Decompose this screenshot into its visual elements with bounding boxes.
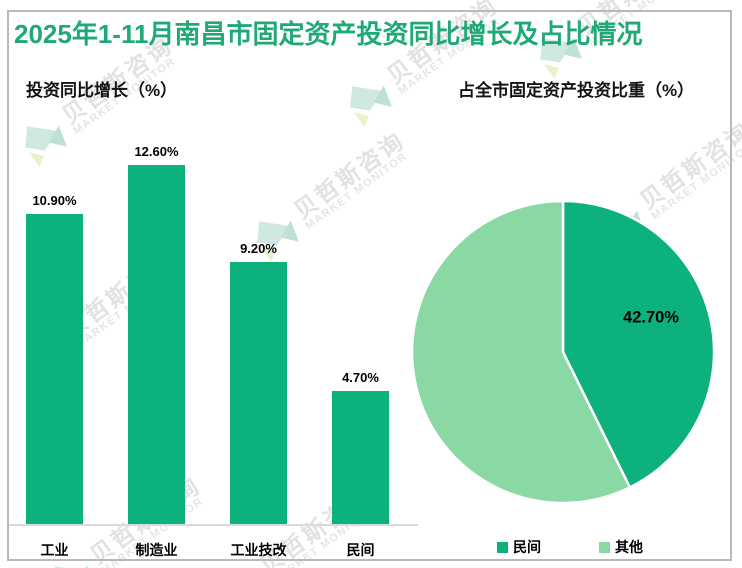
legend-swatch	[599, 541, 610, 553]
watermark-cn-text: 贝哲斯咨询	[289, 126, 410, 225]
market-monitor-logo-icon	[257, 220, 299, 262]
pie-data-label: 42.70%	[623, 308, 679, 326]
pie-slice-1	[561, 199, 716, 489]
bar-value-label: 12.60%	[134, 144, 179, 159]
legend-swatch	[497, 541, 508, 553]
legend-item: 其他	[599, 537, 643, 557]
bar-chart-title: 投资同比增长（%）	[26, 81, 178, 100]
bar-value-label: 4.70%	[342, 370, 379, 385]
market-monitor-logo-icon	[540, 37, 582, 79]
x-axis-category-label: 制造业	[135, 542, 178, 558]
bar	[332, 391, 389, 525]
x-axis-category-label: 民间	[346, 542, 375, 558]
pie-svg: 42.70%	[410, 199, 716, 505]
market-monitor-logo-icon	[350, 85, 392, 127]
legend-label: 其他	[615, 539, 643, 555]
page-title: 2025年1-11月南昌市固定资产投资同比增长及占比情况	[14, 19, 643, 49]
bar	[26, 214, 83, 525]
pie-legend: 民间 其他	[420, 537, 720, 557]
pie-chart: 42.70%	[408, 197, 718, 507]
bar	[128, 165, 185, 525]
legend-label: 民间	[513, 539, 541, 555]
bar-value-label: 9.20%	[240, 241, 277, 256]
x-axis-category-label: 工业技改	[230, 542, 287, 558]
x-axis-category-label: 工业	[40, 542, 69, 558]
pie-slice-2	[410, 199, 632, 505]
bar-value-label: 10.90%	[32, 193, 77, 208]
pie-chart-title: 占全市固定资产投资比重（%）	[458, 81, 695, 100]
legend-item: 民间	[497, 537, 541, 557]
bar	[230, 262, 287, 525]
market-monitor-logo-icon	[25, 125, 67, 167]
x-axis-line	[8, 524, 418, 526]
